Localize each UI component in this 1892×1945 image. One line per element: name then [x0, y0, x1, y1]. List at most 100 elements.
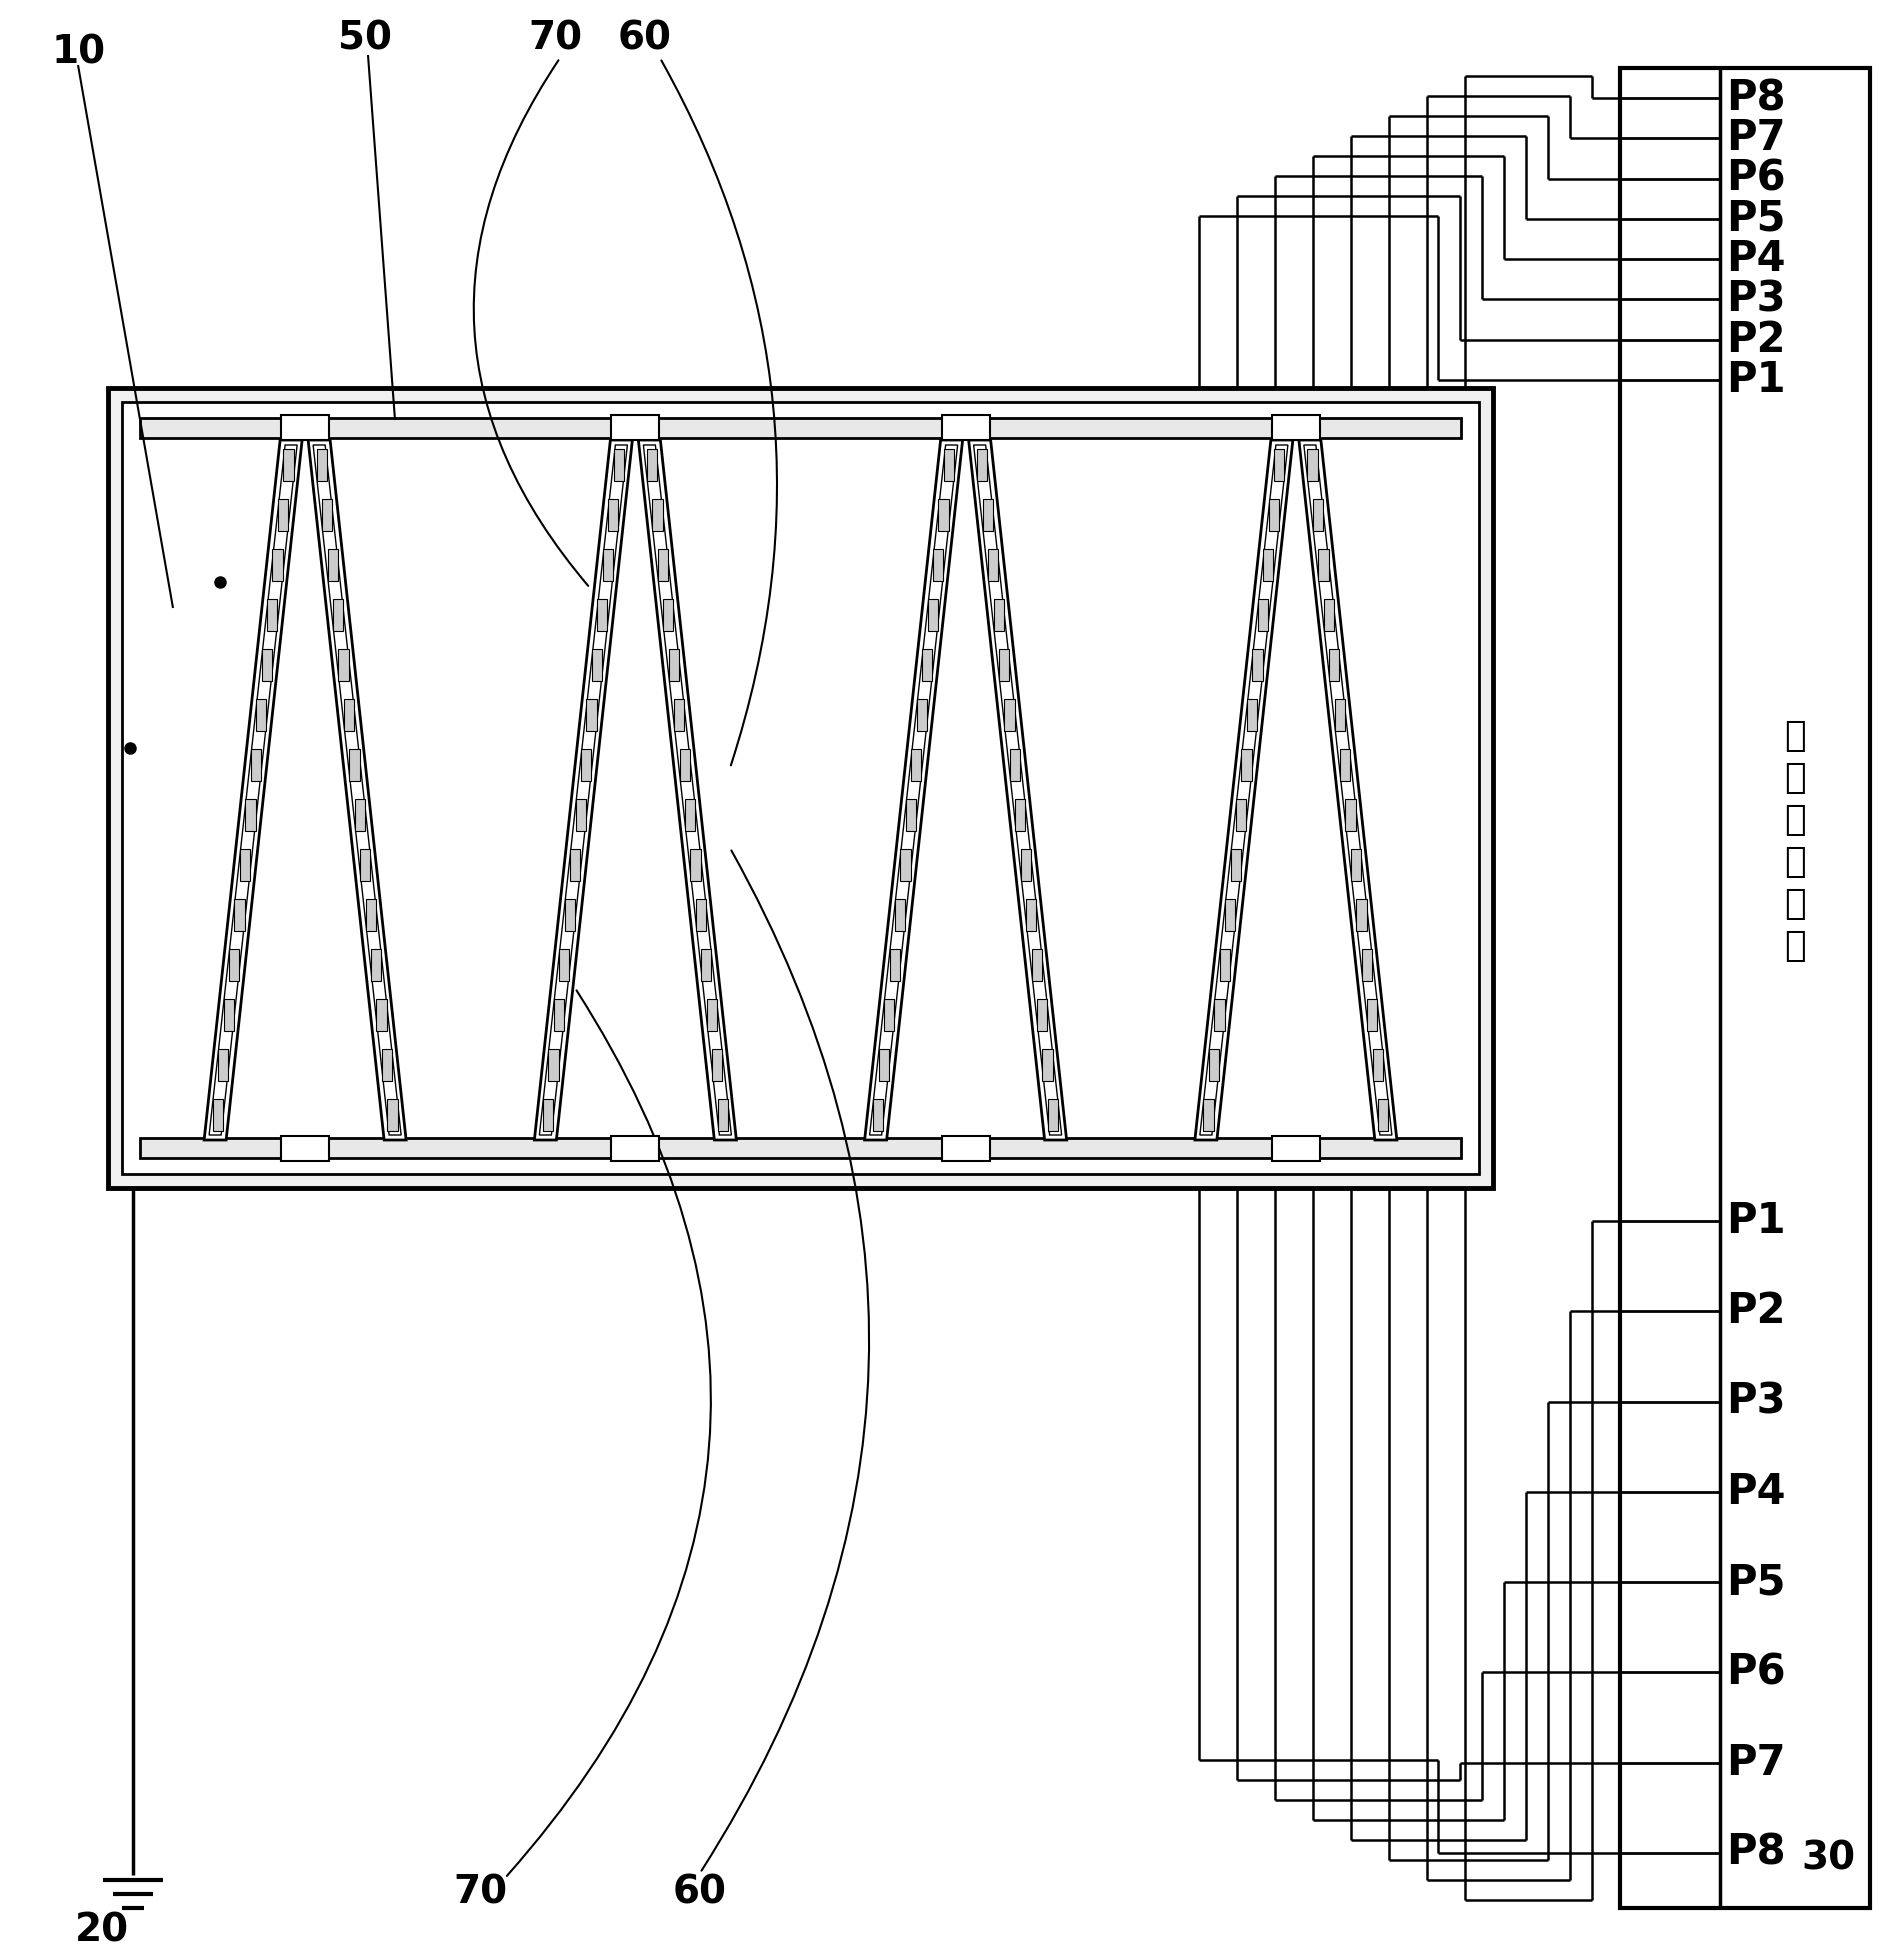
Polygon shape: [1324, 599, 1334, 632]
Polygon shape: [255, 698, 267, 731]
Text: P6: P6: [1726, 1651, 1786, 1694]
Polygon shape: [261, 650, 272, 681]
Polygon shape: [1273, 449, 1285, 480]
Polygon shape: [316, 449, 327, 480]
Polygon shape: [933, 548, 942, 582]
Bar: [1620, 68, 1869, 1908]
Polygon shape: [278, 498, 288, 531]
Polygon shape: [895, 899, 904, 932]
Polygon shape: [674, 698, 685, 731]
Polygon shape: [685, 799, 694, 831]
Text: 10: 10: [51, 33, 106, 72]
Polygon shape: [240, 848, 250, 881]
Polygon shape: [1037, 998, 1046, 1031]
Polygon shape: [1304, 445, 1393, 1136]
Text: P8: P8: [1726, 1832, 1786, 1873]
Polygon shape: [870, 445, 957, 1136]
Polygon shape: [1372, 1048, 1383, 1081]
Polygon shape: [327, 548, 339, 582]
Text: P7: P7: [1726, 117, 1786, 159]
Polygon shape: [235, 899, 244, 932]
FancyArrowPatch shape: [507, 990, 711, 1875]
Polygon shape: [333, 599, 342, 632]
Polygon shape: [1235, 799, 1247, 831]
Polygon shape: [569, 848, 581, 881]
Text: P7: P7: [1726, 1741, 1786, 1784]
Polygon shape: [246, 799, 255, 831]
Polygon shape: [1025, 899, 1037, 932]
Polygon shape: [284, 449, 293, 480]
Polygon shape: [549, 1048, 558, 1081]
Polygon shape: [587, 698, 596, 731]
Text: 70: 70: [528, 19, 583, 56]
Polygon shape: [865, 440, 963, 1140]
Text: P4: P4: [1726, 237, 1786, 280]
Polygon shape: [1368, 998, 1377, 1031]
Polygon shape: [916, 698, 927, 731]
Polygon shape: [1200, 445, 1288, 1136]
Polygon shape: [388, 1099, 397, 1132]
Text: P8: P8: [1726, 78, 1786, 119]
Text: P3: P3: [1726, 1381, 1786, 1422]
Polygon shape: [638, 440, 736, 1140]
Polygon shape: [653, 498, 662, 531]
Bar: [282, 1136, 329, 1161]
Polygon shape: [1031, 949, 1042, 980]
Polygon shape: [1247, 698, 1256, 731]
Polygon shape: [938, 498, 948, 531]
Bar: [282, 414, 329, 440]
Bar: [611, 1136, 660, 1161]
Text: P5: P5: [1726, 198, 1786, 239]
Polygon shape: [664, 599, 674, 632]
Polygon shape: [312, 445, 401, 1136]
Bar: [942, 414, 990, 440]
Polygon shape: [534, 440, 632, 1140]
Polygon shape: [1016, 799, 1025, 831]
Polygon shape: [554, 998, 564, 1031]
FancyArrowPatch shape: [473, 60, 588, 585]
Polygon shape: [613, 449, 624, 480]
Polygon shape: [1241, 749, 1253, 782]
Polygon shape: [999, 650, 1008, 681]
FancyArrowPatch shape: [702, 850, 868, 1871]
Polygon shape: [643, 445, 732, 1136]
Text: 70: 70: [452, 1873, 507, 1912]
Polygon shape: [212, 1099, 223, 1132]
Polygon shape: [1005, 698, 1014, 731]
Polygon shape: [717, 1099, 728, 1132]
Polygon shape: [1307, 449, 1317, 480]
Polygon shape: [1340, 749, 1351, 782]
Polygon shape: [1330, 650, 1340, 681]
Bar: [121, 403, 1480, 1175]
Polygon shape: [339, 650, 348, 681]
Polygon shape: [575, 799, 587, 831]
Polygon shape: [1220, 949, 1230, 980]
Polygon shape: [1377, 1099, 1389, 1132]
Polygon shape: [308, 440, 407, 1140]
Polygon shape: [607, 498, 619, 531]
Text: P2: P2: [1726, 319, 1786, 360]
Polygon shape: [969, 440, 1067, 1140]
Bar: [140, 1138, 1461, 1157]
Polygon shape: [204, 440, 303, 1140]
Polygon shape: [1230, 848, 1241, 881]
Polygon shape: [382, 1048, 392, 1081]
Polygon shape: [1264, 548, 1273, 582]
Polygon shape: [229, 949, 238, 980]
Polygon shape: [272, 548, 282, 582]
Polygon shape: [1351, 848, 1360, 881]
Polygon shape: [647, 449, 657, 480]
Polygon shape: [944, 449, 954, 480]
Bar: [1271, 1136, 1321, 1161]
Polygon shape: [1215, 998, 1224, 1031]
Polygon shape: [1300, 440, 1396, 1140]
Polygon shape: [1042, 1048, 1052, 1081]
Polygon shape: [344, 698, 354, 731]
Polygon shape: [1319, 548, 1328, 582]
Polygon shape: [927, 599, 938, 632]
Text: 50: 50: [339, 19, 392, 56]
Polygon shape: [906, 799, 916, 831]
Polygon shape: [691, 848, 700, 881]
Polygon shape: [581, 749, 590, 782]
Polygon shape: [539, 445, 628, 1136]
